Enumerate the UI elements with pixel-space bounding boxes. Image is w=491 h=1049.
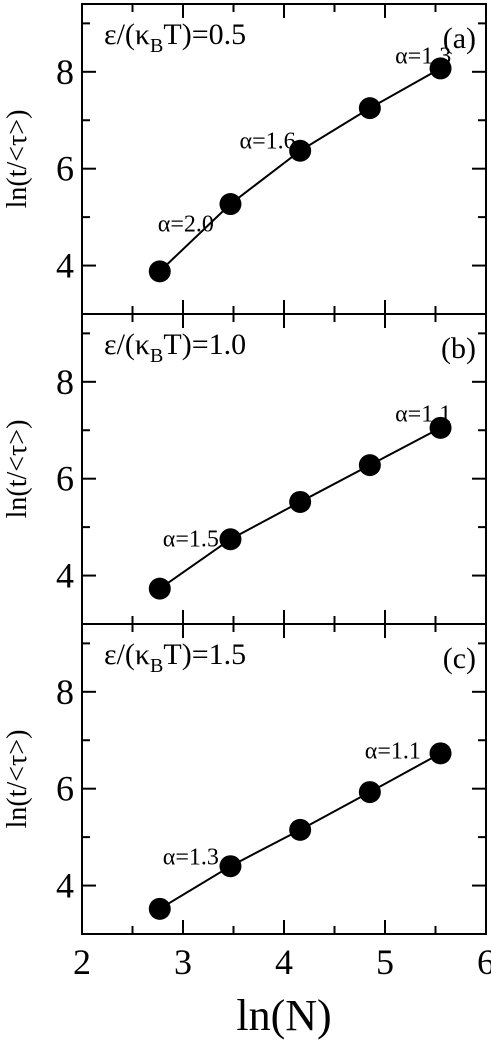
data-point: [289, 490, 312, 513]
data-point: [289, 139, 312, 162]
alpha-annotation: α=2.0: [158, 212, 214, 238]
y-axis-label: ln(t/<τ>): [2, 730, 33, 829]
panel-tag: (c): [443, 642, 476, 675]
alpha-annotation: α=1.5: [163, 527, 219, 553]
alpha-annotation: α=1.3: [395, 44, 451, 70]
parameter-subscript: B: [150, 655, 163, 677]
x-tick-label: 3: [174, 942, 192, 982]
parameter-subscript: B: [150, 35, 163, 57]
data-point: [429, 57, 452, 80]
data-point: [429, 742, 452, 765]
x-axis-label: ln(N): [236, 991, 331, 1040]
parameter-text: ε/(κ: [104, 328, 150, 361]
data-point: [429, 416, 452, 439]
alpha-annotation: α=1.1: [365, 739, 421, 765]
data-point: [358, 454, 381, 477]
parameter-label: ε/(κBT)=0.5: [104, 18, 246, 57]
data-point: [148, 897, 171, 920]
data-point: [219, 855, 242, 878]
y-tick-label: 6: [56, 769, 74, 809]
data-point: [289, 818, 312, 841]
y-tick-label: 4: [56, 556, 74, 596]
y-tick-label: 8: [56, 362, 74, 402]
parameter-label: ε/(κBT)=1.0: [104, 328, 246, 367]
panel-1: 4 6 8 ln(t/<τ>) ε/(κBT)=0.5 (a) α=2.0 α=1.6 α=1.…: [2, 3, 487, 315]
y-tick-label: 8: [56, 672, 74, 712]
x-tick-label: 6: [477, 942, 491, 982]
y-tick-label: 4: [56, 866, 74, 906]
y-tick-label: 6: [56, 149, 74, 189]
parameter-tail: T)=1.5: [163, 638, 246, 671]
parameter-subscript: B: [150, 345, 163, 367]
data-point: [148, 577, 171, 600]
y-axis-label: ln(t/<τ>): [2, 420, 33, 519]
data-point: [219, 528, 242, 551]
y-tick-label: 8: [56, 52, 74, 92]
x-tick-label: 2: [73, 942, 91, 982]
panel-tag: (a): [443, 22, 476, 55]
y-axis-label: ln(t/<τ>): [2, 110, 33, 209]
panel-tag: (b): [441, 332, 476, 365]
data-point: [358, 781, 381, 804]
alpha-annotation: α=1.1: [395, 402, 451, 428]
alpha-annotation: α=1.3: [163, 844, 219, 870]
series-line: [159, 67, 442, 273]
data-point: [219, 193, 242, 216]
y-tick-label: 4: [56, 246, 74, 286]
parameter-text: ε/(κ: [104, 638, 150, 671]
parameter-tail: T)=1.0: [163, 328, 246, 361]
parameter-tail: T)=0.5: [163, 18, 246, 51]
alpha-annotation: α=1.6: [240, 128, 296, 154]
data-point: [358, 97, 381, 120]
y-tick-label: 6: [56, 459, 74, 499]
parameter-label: ε/(κBT)=1.5: [104, 638, 246, 677]
data-point: [148, 260, 171, 283]
x-tick-label: 5: [376, 942, 394, 982]
parameter-text: ε/(κ: [104, 18, 150, 51]
panel-2: 4 6 8 ln(t/<τ>) ε/(κBT)=1.0 (b) α=1.5 α=1.1: [2, 313, 487, 625]
x-tick-label: 4: [275, 942, 293, 982]
panel-3: 4 6 8 ln(t/<τ>) ε/(κBT)=1.5 (c) α=1.3 α=1.1 2 3 4 5…: [2, 623, 491, 1040]
